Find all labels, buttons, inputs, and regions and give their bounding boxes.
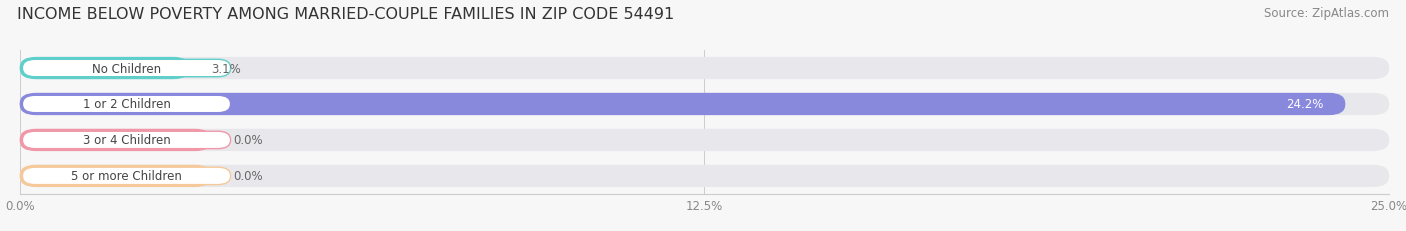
Text: 5 or more Children: 5 or more Children — [72, 170, 181, 183]
FancyBboxPatch shape — [20, 129, 211, 152]
Text: Source: ZipAtlas.com: Source: ZipAtlas.com — [1264, 7, 1389, 20]
Text: 0.0%: 0.0% — [233, 170, 263, 183]
Text: INCOME BELOW POVERTY AMONG MARRIED-COUPLE FAMILIES IN ZIP CODE 54491: INCOME BELOW POVERTY AMONG MARRIED-COUPL… — [17, 7, 673, 22]
FancyBboxPatch shape — [20, 165, 1389, 187]
FancyBboxPatch shape — [20, 93, 1389, 116]
Text: 3 or 4 Children: 3 or 4 Children — [83, 134, 170, 147]
FancyBboxPatch shape — [20, 58, 1389, 80]
Text: No Children: No Children — [91, 62, 162, 75]
Text: 3.1%: 3.1% — [211, 62, 242, 75]
FancyBboxPatch shape — [20, 58, 190, 80]
FancyBboxPatch shape — [22, 96, 231, 113]
FancyBboxPatch shape — [20, 129, 1389, 152]
Text: 1 or 2 Children: 1 or 2 Children — [83, 98, 170, 111]
FancyBboxPatch shape — [22, 132, 231, 149]
FancyBboxPatch shape — [20, 165, 211, 187]
FancyBboxPatch shape — [20, 93, 1346, 116]
Text: 24.2%: 24.2% — [1286, 98, 1323, 111]
FancyBboxPatch shape — [22, 60, 231, 77]
Text: 0.0%: 0.0% — [233, 134, 263, 147]
FancyBboxPatch shape — [22, 167, 231, 185]
